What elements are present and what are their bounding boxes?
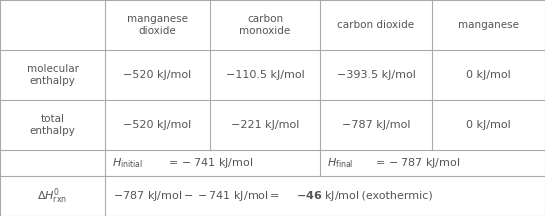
Text: carbon dioxide: carbon dioxide	[337, 20, 415, 30]
Text: (exothermic): (exothermic)	[358, 191, 433, 201]
Text: $H_\mathrm{final}$: $H_\mathrm{final}$	[327, 156, 354, 170]
Text: manganese: manganese	[458, 20, 519, 30]
Text: $H_\mathrm{initial}$: $H_\mathrm{initial}$	[112, 156, 143, 170]
Text: carbon
monoxide: carbon monoxide	[239, 14, 290, 36]
Text: 0 kJ/mol: 0 kJ/mol	[466, 120, 511, 130]
Text: total
enthalpy: total enthalpy	[29, 114, 75, 136]
Text: molecular
enthalpy: molecular enthalpy	[27, 64, 78, 86]
Text: −110.5 kJ/mol: −110.5 kJ/mol	[226, 70, 304, 80]
Text: 0 kJ/mol: 0 kJ/mol	[466, 70, 511, 80]
Text: −221 kJ/mol: −221 kJ/mol	[231, 120, 299, 130]
Text: −787 kJ/mol: −787 kJ/mol	[342, 120, 410, 130]
Text: −520 kJ/mol: −520 kJ/mol	[123, 70, 192, 80]
Text: $= -787\ \mathrm{kJ/mol}$: $= -787\ \mathrm{kJ/mol}$	[373, 156, 461, 170]
Text: $= -741\ \mathrm{kJ/mol}$: $= -741\ \mathrm{kJ/mol}$	[166, 156, 253, 170]
Text: $\mathbf{-46\ \mathrm{kJ/mol}}$: $\mathbf{-46\ \mathrm{kJ/mol}}$	[296, 189, 360, 203]
Text: $\Delta H^0_\mathrm{rxn}$: $\Delta H^0_\mathrm{rxn}$	[38, 186, 68, 206]
Text: −393.5 kJ/mol: −393.5 kJ/mol	[337, 70, 415, 80]
Text: $-787\ \mathrm{kJ/mol} - -741\ \mathrm{kJ/mol} = $: $-787\ \mathrm{kJ/mol} - -741\ \mathrm{k…	[113, 189, 280, 203]
Text: manganese
dioxide: manganese dioxide	[127, 14, 188, 36]
Text: −520 kJ/mol: −520 kJ/mol	[123, 120, 192, 130]
